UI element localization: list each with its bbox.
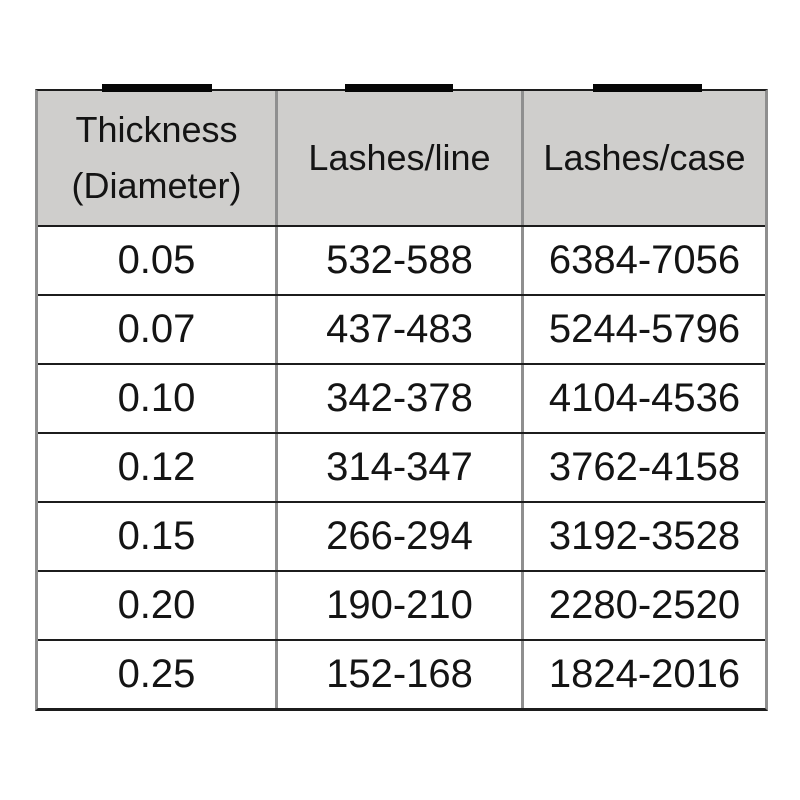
cell-lashes-line: 314-347	[278, 434, 524, 501]
header-thickness-line1: Thickness	[75, 109, 238, 150]
cell-lashes-line: 437-483	[278, 296, 524, 363]
binding-mark-2	[345, 84, 453, 92]
cell-lashes-case: 1824-2016	[548, 652, 741, 696]
cell-lashes-case: 3762-4158	[548, 445, 741, 489]
cell-thickness: 0.20	[38, 572, 278, 639]
cell-lashes-case: 6384-7056	[548, 238, 741, 282]
header-thickness-diameter: Thickness (Diameter)	[38, 91, 278, 225]
cell-lashes-line: 532-588	[278, 227, 524, 294]
cell-lashes-line: 342-378	[278, 365, 524, 432]
cell-lashes-case: 2280-2520	[548, 583, 741, 627]
table-row: 0.20 190-210 2280-2520	[38, 572, 765, 641]
cell-lashes-case: 3192-3528	[548, 514, 741, 558]
spec-table: Thickness (Diameter) Lashes/line Lashes/…	[35, 89, 768, 711]
cell-thickness: 0.12	[38, 434, 278, 501]
header-thickness-line2: (Diameter)	[71, 165, 242, 206]
cell-thickness: 0.25	[38, 641, 278, 708]
cell-lashes-case: 5244-5796	[548, 307, 741, 351]
table-row: 0.12 314-347 3762-4158	[38, 434, 765, 503]
table-header-row: Thickness (Diameter) Lashes/line Lashes/…	[38, 91, 765, 227]
table-row: 0.25 152-168 1824-2016	[38, 641, 765, 708]
cell-lashes-line: 266-294	[278, 503, 524, 570]
cell-lashes-line: 152-168	[278, 641, 524, 708]
cell-thickness: 0.07	[38, 296, 278, 363]
table-row: 0.07 437-483 5244-5796	[38, 296, 765, 365]
table-row: 0.10 342-378 4104-4536	[38, 365, 765, 434]
table-row: 0.15 266-294 3192-3528	[38, 503, 765, 572]
binding-mark-1	[102, 84, 212, 92]
header-lashes-per-line: Lashes/line	[278, 91, 524, 225]
table-row: 0.05 532-588 6384-7056	[38, 227, 765, 296]
cell-thickness: 0.10	[38, 365, 278, 432]
header-lashes-per-case: Lashes/case	[543, 137, 746, 178]
cell-lashes-line: 190-210	[278, 572, 524, 639]
cell-thickness: 0.05	[38, 227, 278, 294]
cell-lashes-case: 4104-4536	[548, 376, 741, 420]
cell-thickness: 0.15	[38, 503, 278, 570]
binding-mark-3	[593, 84, 702, 92]
